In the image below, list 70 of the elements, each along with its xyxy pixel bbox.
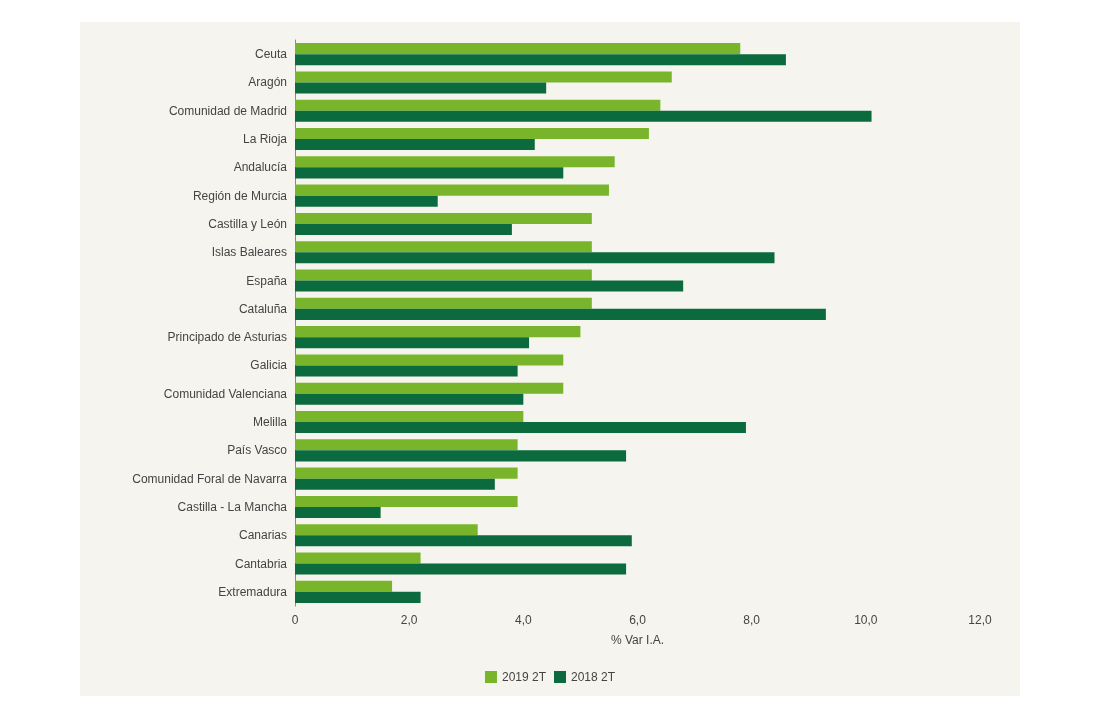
x-axis-title: % Var I.A. <box>610 633 665 647</box>
y-tick-label: Islas Baleares <box>211 245 287 260</box>
bar <box>295 269 592 281</box>
y-tick-label: Ceuta <box>254 47 288 62</box>
bar <box>295 128 649 140</box>
bar <box>295 450 627 462</box>
bar <box>295 156 615 168</box>
y-tick-label: Aragón <box>248 75 287 90</box>
bar <box>295 506 381 518</box>
bar <box>295 422 746 434</box>
y-tick-label: País Vasco <box>227 443 288 458</box>
x-tick-label: 0 <box>291 613 299 627</box>
bar <box>295 212 592 224</box>
bar <box>295 195 438 207</box>
y-tick-label: Comunidad de Madrid <box>168 103 287 118</box>
bar <box>295 308 826 320</box>
bar <box>295 524 478 536</box>
y-tick-label: España <box>246 273 288 288</box>
bar <box>295 495 518 507</box>
bar <box>295 43 741 55</box>
x-tick-label: 6,0 <box>629 613 647 627</box>
x-tick-label: 4,0 <box>514 613 532 627</box>
y-tick-label: Principado de Asturias <box>167 330 287 345</box>
bar <box>295 563 627 575</box>
bar <box>295 580 393 592</box>
bar <box>295 478 495 490</box>
y-tick-label: Castilla - La Mancha <box>177 499 288 514</box>
y-tick-label: Cataluña <box>238 301 288 316</box>
y-tick-label: Andalucía <box>233 160 288 175</box>
bar <box>295 139 535 151</box>
bar <box>295 337 530 349</box>
y-tick-label: Región de Murcia <box>192 188 288 203</box>
y-tick-label: Comunidad Foral de Navarra <box>132 471 288 486</box>
bar <box>295 467 518 479</box>
y-tick-label: Canarias <box>238 528 287 543</box>
bar <box>295 382 564 394</box>
bar <box>295 252 775 264</box>
y-tick-label: Cantabria <box>234 556 288 571</box>
bar <box>295 71 672 83</box>
x-tick-label: 2,0 <box>400 613 418 627</box>
bar <box>295 280 684 292</box>
bar <box>295 241 592 253</box>
legend-label: 2018 2T <box>571 670 616 684</box>
x-tick-label: 12,0 <box>968 613 992 627</box>
bar <box>295 365 518 377</box>
bar <box>295 184 609 196</box>
bar <box>295 439 518 451</box>
bar <box>295 54 786 66</box>
y-tick-label: Extremadura <box>218 584 288 599</box>
bar <box>295 223 512 235</box>
y-tick-label: Comunidad Valenciana <box>163 386 288 401</box>
y-tick-label: Castilla y León <box>208 216 287 231</box>
x-tick-label: 10,0 <box>854 613 878 627</box>
bar <box>295 354 564 366</box>
bar <box>295 411 524 423</box>
y-tick-label: La Rioja <box>242 132 288 147</box>
bar <box>295 167 564 179</box>
legend-label: 2019 2T <box>501 670 547 684</box>
bar <box>295 591 421 603</box>
bar <box>295 99 661 111</box>
bar <box>295 297 592 309</box>
bar <box>295 82 547 94</box>
bar <box>295 326 581 338</box>
bar <box>295 552 421 564</box>
y-tick-label: Galicia <box>250 358 288 373</box>
x-tick-label: 8,0 <box>743 613 761 627</box>
bar <box>295 110 872 122</box>
bar <box>295 393 524 405</box>
bar <box>295 535 632 547</box>
y-tick-label: Melilla <box>252 415 288 430</box>
